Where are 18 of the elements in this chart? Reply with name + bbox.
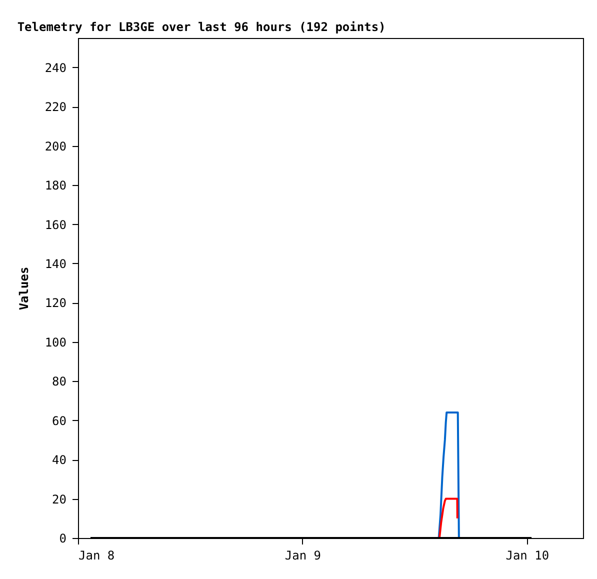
y-tick-label: 160 xyxy=(44,218,66,232)
y-tick-label: 240 xyxy=(44,60,66,75)
x-tick-label: Jan 8 xyxy=(78,548,115,562)
y-tick-label: 80 xyxy=(52,374,66,389)
y-tick-label: 20 xyxy=(52,492,66,506)
y-tick-label: 60 xyxy=(52,414,66,428)
y-axis-title: Values xyxy=(16,266,31,310)
y-tick-label: 0 xyxy=(59,532,66,546)
y-tick-label: 200 xyxy=(44,139,66,154)
y-tick-label: 140 xyxy=(44,256,66,271)
y-tick-label: 180 xyxy=(44,178,66,193)
y-tick-label: 100 xyxy=(44,335,66,350)
x-tick-label: Jan 10 xyxy=(506,548,550,562)
y-tick-label: 220 xyxy=(44,100,66,114)
chart-title: Telemetry for LB3GE over last 96 hours (192 points) xyxy=(17,20,386,34)
y-tick-label: 120 xyxy=(44,296,66,310)
x-tick-label: Jan 9 xyxy=(284,548,322,562)
y-tick-label: 40 xyxy=(52,453,66,468)
